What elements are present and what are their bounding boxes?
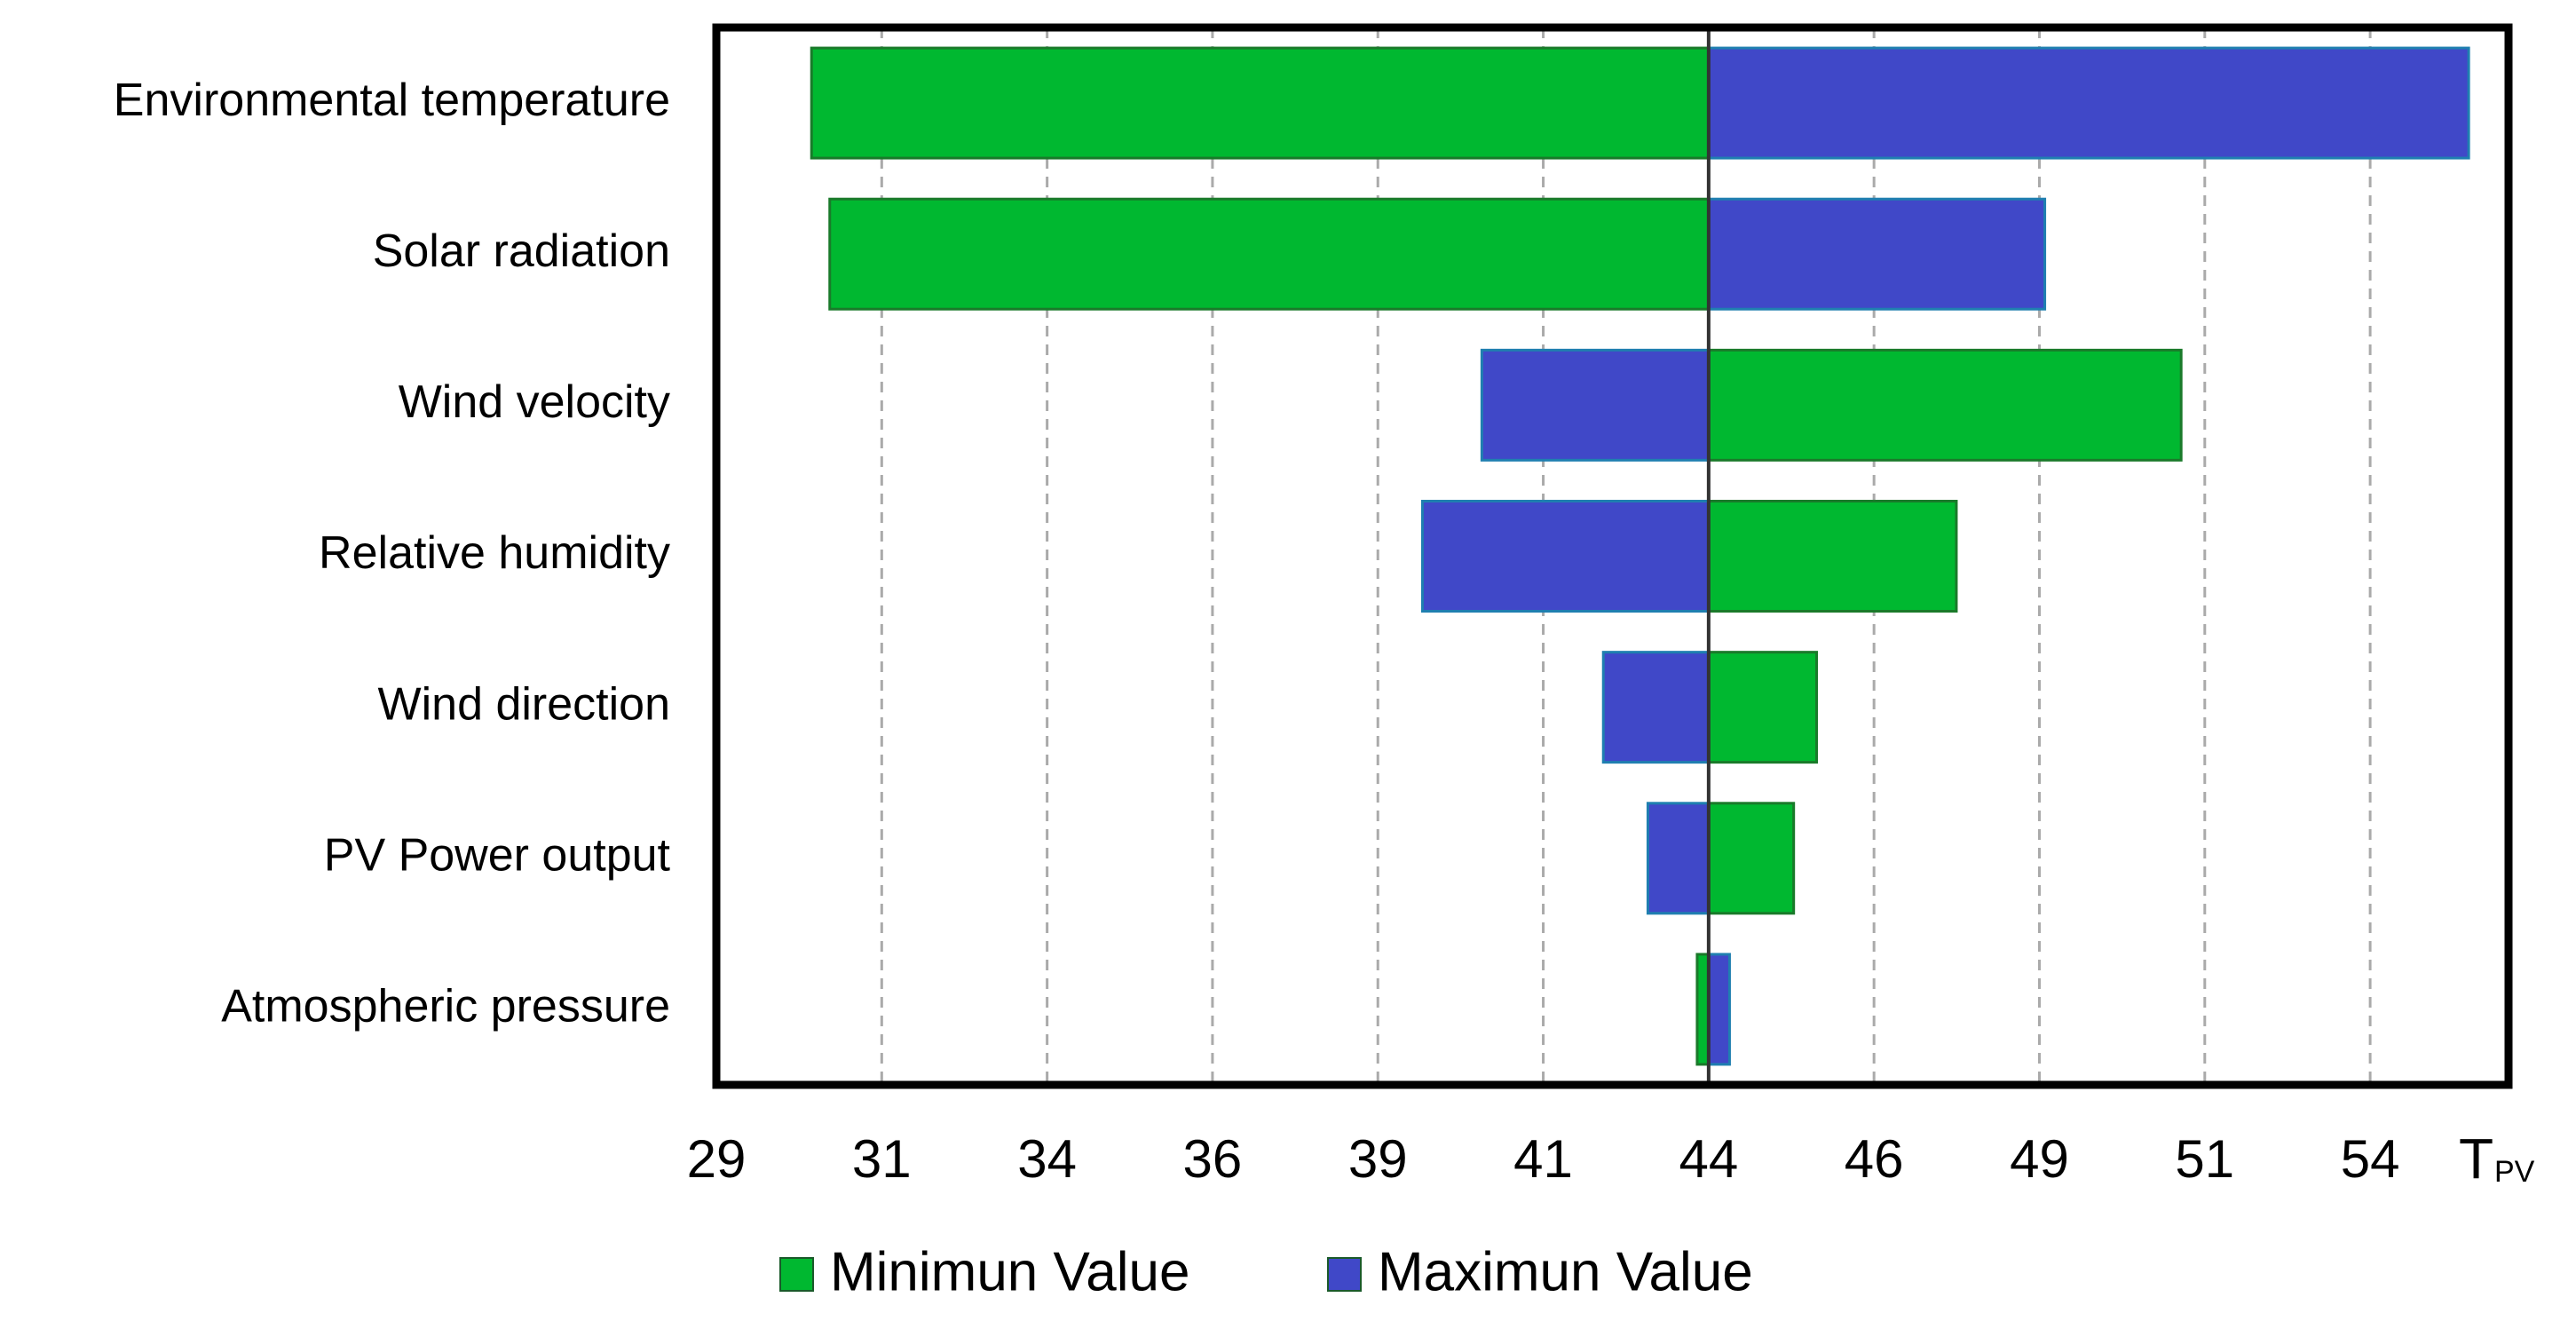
x-tick-label: 39: [1348, 1129, 1408, 1189]
x-tick-label: 46: [1845, 1129, 1904, 1189]
bar: [1480, 348, 1711, 462]
bar: [1707, 348, 2183, 462]
x-tick-label: 54: [2341, 1129, 2400, 1189]
x-tick-label: 41: [1513, 1129, 1573, 1189]
bar: [810, 46, 1711, 160]
x-tick-label: 36: [1183, 1129, 1243, 1189]
x-tick-label: 34: [1017, 1129, 1077, 1189]
category-label: Wind direction: [378, 678, 670, 730]
x-tick-label: 29: [687, 1129, 747, 1189]
legend-label: Maximun Value: [1378, 1241, 1753, 1302]
plot-frame: [712, 23, 2513, 1089]
bar: [1707, 197, 2047, 311]
bar: [828, 197, 1711, 311]
x-axis-label: T: [2459, 1127, 2493, 1190]
legend-label: Minimun Value: [830, 1241, 1189, 1302]
legend-swatch: [779, 1257, 814, 1292]
legend-swatch: [1327, 1257, 1362, 1292]
category-label: Atmospheric pressure: [221, 981, 670, 1032]
x-tick-label: 51: [2175, 1129, 2234, 1189]
x-tick-label: 49: [2010, 1129, 2069, 1189]
category-label: Relative humidity: [319, 527, 670, 579]
x-tick-label: 44: [1679, 1129, 1738, 1189]
bar: [1601, 651, 1711, 764]
x-axis-label-sub: PV: [2494, 1155, 2535, 1189]
category-label: Solar radiation: [373, 225, 670, 277]
bar: [1707, 46, 2470, 160]
bar: [1420, 500, 1711, 613]
category-label: PV Power output: [324, 830, 671, 882]
category-label: Environmental temperature: [114, 75, 670, 126]
bar: [1707, 500, 1958, 613]
bar: [1707, 953, 1731, 1066]
bar: [1707, 802, 1796, 915]
category-label: Wind velocity: [399, 376, 670, 428]
x-tick-label: 31: [852, 1129, 912, 1189]
bar: [1646, 802, 1711, 915]
bar: [1707, 651, 1819, 764]
